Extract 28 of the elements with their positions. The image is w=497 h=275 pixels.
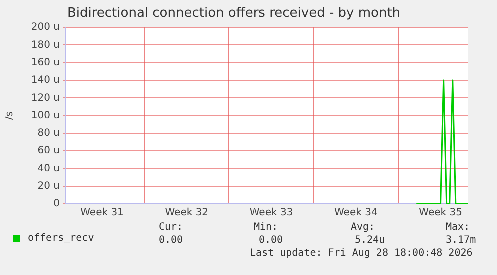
y-tick-label: 140 u [31,75,60,86]
text: 0.00 [159,235,184,246]
text: Max: [446,222,470,233]
x-tick-label: Week 32 [165,208,209,219]
x-tick-label: Week 33 [250,208,294,219]
text: Min: [254,222,278,233]
y-axis-title: /s [4,112,16,120]
y-tick-label: 40 u [38,163,60,174]
y-tick-label: 80 u [38,128,60,140]
text: Cur: [159,222,184,233]
text: Last update: Fri Aug 28 18:00:48 2026 [250,248,473,259]
text: 5.24u [355,235,386,246]
x-tick-label: Week 35 [419,208,462,219]
x-tick-label: Week 34 [334,208,378,219]
y-tick-label: 160 u [31,57,60,68]
x-tick-label: Week 31 [80,208,124,219]
legend-label: offers_recv [28,233,94,244]
y-tick-label: 20 u [38,180,60,192]
text: 0.00 [259,235,284,246]
text: 3.17m [446,235,476,246]
y-tick-label: 0 [54,198,60,210]
y-tick-label: 100 u [31,110,60,122]
text: Avg: [351,222,376,233]
y-tick-label: 200 u [31,22,60,34]
y-tick-label: 60 u [38,146,60,157]
y-tick-label: 180 u [31,40,60,51]
y-tick-label: 120 u [31,92,60,104]
chart-title: Bidirectional connection offers received - by month [67,6,401,22]
